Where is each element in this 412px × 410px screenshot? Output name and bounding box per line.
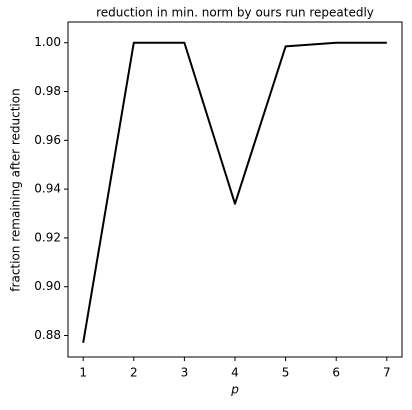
x-tick-label: 3: [181, 366, 189, 380]
data-line: [82, 41, 387, 344]
x-tick-label: 5: [282, 366, 290, 380]
plot-frame: [67, 21, 403, 358]
y-tick-label: 0.92: [34, 230, 61, 244]
y-tick-label: 0.98: [34, 84, 61, 98]
chart-title: reduction in min. norm by ours run repea…: [96, 6, 374, 20]
x-tick-label: 2: [130, 366, 138, 380]
y-tick-label: 0.88: [34, 328, 61, 342]
y-tick-label: 0.96: [34, 133, 61, 147]
x-tick-label: 7: [383, 366, 391, 380]
y-axis-label: fraction remaining after reduction: [9, 88, 23, 291]
y-tick-label: 0.90: [34, 279, 61, 293]
x-tick-label: 4: [231, 366, 239, 380]
y-tick-label: 1.00: [34, 35, 61, 49]
x-tick-label: 1: [79, 366, 87, 380]
x-axis-label: p: [230, 383, 239, 397]
y-tick-label: 0.94: [34, 182, 61, 196]
x-tick-label: 6: [332, 366, 340, 380]
